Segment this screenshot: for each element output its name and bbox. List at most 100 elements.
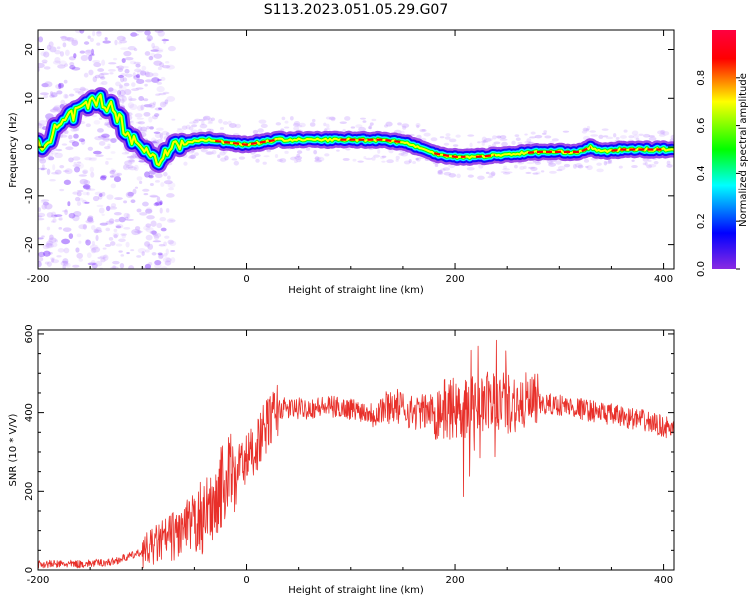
spectrogram-halo-blob — [292, 122, 300, 127]
spectrogram-halo-blob — [205, 151, 213, 155]
spectrogram-noise-blob — [46, 240, 54, 246]
spectrogram-noise-blob — [75, 30, 82, 34]
spectrogram-noise-blob — [111, 169, 117, 173]
spectrogram-noise-blob — [85, 219, 95, 224]
spectrogram-noise-blob — [71, 39, 79, 46]
spectrogram-halo-blob — [355, 124, 363, 129]
spectrogram-noise-blob — [143, 70, 150, 76]
spectrogram-noise-blob — [101, 138, 110, 141]
spectrogram-noise-blob — [57, 248, 65, 253]
spectrogram-noise-blob — [68, 93, 75, 97]
spectrogram-halo-blob — [642, 157, 649, 162]
spectrogram-halo-blob — [525, 171, 532, 174]
spectrogram-noise-blob — [87, 217, 94, 223]
spectrogram-noise-blob — [75, 247, 80, 253]
spectrogram-halo-blob — [345, 148, 351, 151]
spectrogram-halo-blob — [362, 120, 367, 123]
spectrogram-noise-blob — [133, 164, 139, 172]
spectrogram-noise-blob — [38, 207, 41, 213]
spectrogram-halo-blob — [514, 164, 518, 169]
spectrogram-noise-blob — [152, 72, 159, 77]
spectrogram-noise-blob — [118, 85, 127, 92]
spectrogram-noise-blob — [143, 193, 149, 196]
spectrogram-halo-blob — [316, 156, 325, 162]
spectrogram-noise-blob — [118, 250, 123, 253]
spectrogram-noise-blob — [40, 200, 46, 204]
spectrogram-noise-blob — [104, 243, 112, 247]
spectrogram-noise-blob — [85, 123, 91, 128]
spectrogram-noise-blob — [107, 143, 111, 148]
spectrogram-noise-blob — [116, 172, 123, 176]
spectrogram-halo-blob — [585, 128, 590, 132]
spectrogram-noise-blob — [83, 41, 90, 45]
spectrogram-noise-blob — [105, 160, 109, 165]
spectrogram-noise-blob — [79, 86, 86, 92]
spectrogram-halo-blob — [369, 122, 374, 126]
spectrogram-halo-blob — [228, 123, 237, 128]
spectrogram-noise-blob — [58, 82, 64, 88]
spectrogram-xtick-label: 200 — [446, 274, 465, 285]
spectrogram-noise-blob — [41, 203, 47, 210]
spectrogram-noise-blob — [116, 65, 120, 69]
spectrogram-noise-blob — [108, 87, 114, 92]
spectrogram-noise-blob — [163, 180, 173, 185]
spectrogram-halo-blob — [440, 168, 446, 172]
spectrogram-noise-blob — [84, 49, 93, 55]
spectrogram-halo-blob — [219, 127, 225, 130]
spectrogram-halo-blob — [52, 107, 59, 111]
spectrogram-halo-blob — [483, 138, 492, 142]
spectrogram-noise-blob — [148, 102, 156, 109]
spectrogram-noise-blob — [148, 175, 153, 178]
spectrogram-noise-blob — [82, 169, 89, 174]
spectrogram-halo-blob — [45, 155, 53, 161]
spectrogram-noise-blob — [118, 238, 126, 243]
spectrogram-noise-blob — [79, 30, 85, 34]
spectrogram-halo-blob — [608, 159, 613, 163]
spectrogram-noise-blob — [64, 168, 73, 175]
spectrogram-noise-blob — [158, 92, 167, 96]
spectrogram-noise-blob — [38, 261, 42, 268]
spectrogram-noise-blob — [123, 212, 130, 219]
spectrogram-noise-blob — [82, 191, 89, 196]
spectrogram-noise-blob — [46, 261, 52, 267]
spectrogram-noise-blob — [96, 42, 101, 46]
spectrogram-halo-blob — [524, 140, 532, 144]
spectrogram-noise-blob — [164, 235, 170, 239]
spectrogram-halo-blob — [644, 161, 648, 166]
spectrogram-noise-blob — [39, 158, 47, 164]
spectrogram-noise-blob — [123, 226, 131, 230]
spectrogram-halo-blob — [202, 115, 211, 121]
spectrogram-halo-blob — [231, 158, 238, 161]
spectrogram-halo-blob — [635, 137, 640, 141]
spectrogram-noise-blob — [78, 240, 82, 244]
spectrogram-halo-blob — [485, 137, 494, 142]
snr-xtick-label: 200 — [446, 575, 465, 586]
spectrogram-noise-blob — [108, 237, 114, 241]
spectrogram-noise-blob — [162, 256, 172, 263]
spectrogram-noise-blob — [99, 76, 106, 80]
spectrogram-halo-blob — [648, 163, 657, 168]
spectrogram-ytick-label: 0 — [24, 144, 35, 150]
spectrogram-noise-blob — [136, 69, 145, 76]
spectrogram-halo-blob — [526, 161, 535, 165]
spectrogram-halo-blob — [444, 136, 451, 140]
spectrogram-noise-blob — [165, 60, 170, 64]
spectrogram-noise-blob — [129, 60, 137, 65]
spectrogram-noise-blob — [54, 152, 63, 159]
colorbar-tick-label: 0.2 — [696, 213, 707, 229]
spectrogram-noise-blob — [156, 81, 163, 85]
spectrogram-halo-blob — [582, 127, 588, 132]
spectrogram-noise-blob — [42, 244, 50, 250]
spectrogram-noise-blob — [135, 87, 144, 90]
spectrogram-noise-blob — [94, 136, 103, 141]
spectrogram-noise-blob — [121, 98, 125, 104]
spectrogram-noise-blob — [137, 229, 141, 235]
spectrogram-marks — [38, 30, 674, 269]
spectrogram-halo-blob — [262, 161, 267, 165]
spectrogram-noise-blob — [166, 64, 175, 70]
spectrogram-halo-blob — [190, 154, 196, 160]
spectrogram-noise-blob — [85, 239, 89, 243]
spectrogram-noise-blob — [139, 180, 143, 185]
spectrogram-noise-blob — [102, 133, 110, 138]
spectrogram-noise-blob — [105, 227, 111, 232]
